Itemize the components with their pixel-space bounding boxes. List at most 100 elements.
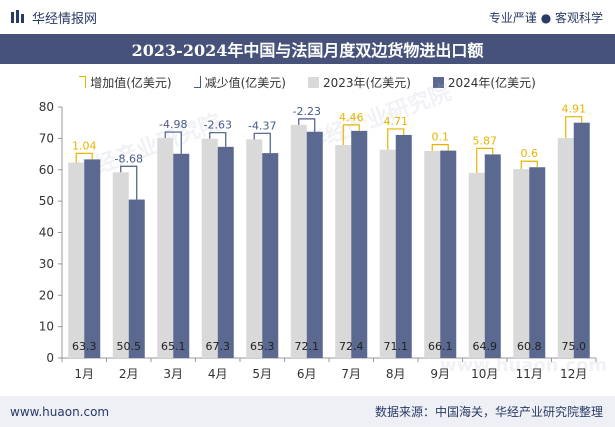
legend-increase-label: 增加值(亿美元) [90,75,172,90]
bar-2023 [157,138,174,358]
bar-2023 [201,138,218,358]
bar-2024 [351,130,368,358]
increase-bracket [75,152,93,163]
top-bar: 华经情报网 专业严谨 ● 客观科学 [0,0,615,34]
change-label: -4.37 [248,119,276,132]
bar-2023-swatch-icon [307,76,319,88]
chart-title: 2023-2024年中国与法国月度双边货物进出口额 [0,34,615,64]
decrease-swatch-icon [193,76,201,88]
x-tick-label: 2月 [119,367,139,381]
bar-2024 [173,153,190,358]
legend-decrease: 减少值(亿美元) [193,74,286,91]
bar-2023 [68,162,85,358]
legend-2023-label: 2023年(亿美元) [322,75,411,90]
bar-2023 [379,149,396,358]
bar-2023 [557,138,574,358]
decrease-bracket [298,118,316,132]
decrease-bracket [209,132,227,147]
y-tick-label: 30 [39,257,54,271]
increase-swatch-icon [79,76,87,88]
increase-bracket [476,147,494,173]
brand[interactable]: 华经情报网 [10,8,97,27]
y-tick-label: 10 [39,320,54,334]
y-tick-label: 40 [39,226,54,240]
bar-2023 [290,124,307,358]
value-label-2024: 65.1 [161,340,186,353]
brand-name: 华经情报网 [32,11,98,27]
x-tick-label: 4月 [208,367,228,381]
value-label-2024: 65.3 [250,340,275,353]
y-tick-label: 80 [39,100,54,114]
bar-2024 [262,153,279,358]
x-tick-label: 12月 [560,367,587,381]
decrease-bracket [120,165,138,200]
legend-2024: 2024年(亿美元) [432,74,536,91]
increase-bracket [520,160,538,170]
bar-2024 [529,167,546,358]
value-label-2024: 63.3 [72,340,97,353]
bar-2024 [573,122,590,358]
bar-2024 [306,131,323,358]
y-tick-label: 20 [39,288,54,302]
y-tick-label: 0 [46,351,54,365]
brand-logo-icon [11,10,24,23]
footer-website[interactable]: www.huaon.com [10,404,110,419]
value-label-2024: 60.8 [517,340,542,353]
change-label: 4.71 [384,115,409,128]
value-label-2024: 72.4 [339,340,364,353]
bar-2023 [468,172,485,358]
value-label-2024: 72.1 [295,340,320,353]
bar-2024 [440,150,457,358]
increase-bracket [342,124,360,145]
value-label-2024: 75.0 [562,340,587,353]
change-label: 5.87 [473,134,498,147]
bar-2024 [395,134,412,358]
legend-2024-label: 2024年(亿美元) [447,75,536,90]
value-label-2024: 67.3 [206,340,231,353]
increase-bracket [387,128,405,150]
footer: www.huaon.com 数据来源：中国海关，华经产业研究院整理 [0,396,615,427]
increase-bracket [431,144,449,151]
change-label: 0.1 [432,131,450,144]
change-label: 4.91 [562,103,587,116]
change-label: -4.98 [159,118,187,131]
y-tick-label: 70 [39,131,54,145]
x-tick-label: 1月 [74,367,94,381]
value-label-2024: 66.1 [428,340,453,353]
change-label: 4.46 [339,111,364,124]
bar-2023 [112,172,129,358]
decrease-bracket [164,131,182,154]
increase-bracket [565,116,583,139]
change-label: 1.04 [72,139,97,152]
bar-2024 [128,199,145,358]
x-tick-label: 10月 [471,367,498,381]
value-label-2024: 64.9 [473,340,498,353]
x-tick-label: 9月 [430,367,450,381]
bar-2024-swatch-icon [432,76,444,88]
x-tick-label: 5月 [252,367,272,381]
value-label-2024: 71.1 [384,340,409,353]
x-tick-label: 3月 [163,367,183,381]
bar-2024 [84,159,101,358]
bar-2024 [217,146,234,358]
decrease-bracket [253,132,271,154]
change-label: 0.6 [521,147,539,160]
tagline: 专业严谨 ● 客观科学 [488,10,603,25]
x-tick-label: 7月 [341,367,361,381]
legend-decrease-label: 减少值(亿美元) [204,75,286,90]
change-label: -2.23 [293,105,321,118]
bar-2023 [246,139,263,358]
bar-2024 [484,154,501,358]
y-tick-label: 60 [39,163,54,177]
x-tick-label: 11月 [516,367,543,381]
legend-2023: 2023年(亿美元) [307,74,411,91]
change-label: -8.68 [115,152,143,165]
y-tick-label: 50 [39,194,54,208]
value-label-2024: 50.5 [117,340,142,353]
x-tick-label: 8月 [386,367,406,381]
bar-2023 [335,144,352,358]
bar-2023 [424,150,441,358]
chart-legend: 增加值(亿美元) 减少值(亿美元) 2023年(亿美元) 2024年(亿美元) [0,72,615,92]
legend-increase: 增加值(亿美元) [79,74,172,91]
